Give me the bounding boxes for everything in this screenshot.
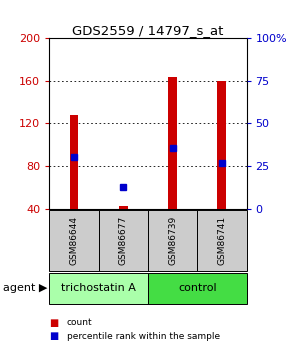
Text: GSM86677: GSM86677	[119, 216, 128, 265]
Title: GDS2559 / 14797_s_at: GDS2559 / 14797_s_at	[72, 24, 224, 37]
Text: ■: ■	[49, 332, 59, 341]
Text: GSM86739: GSM86739	[168, 216, 177, 265]
Bar	[70, 115, 78, 209]
Text: agent ▶: agent ▶	[3, 283, 47, 293]
Bar	[49, 273, 148, 304]
Text: trichostatin A: trichostatin A	[61, 283, 136, 293]
Bar	[148, 210, 197, 271]
Text: GSM86741: GSM86741	[217, 216, 226, 265]
Bar	[99, 210, 148, 271]
Text: GSM86644: GSM86644	[69, 216, 79, 265]
Text: percentile rank within the sample: percentile rank within the sample	[67, 332, 220, 341]
Bar	[119, 206, 128, 209]
Bar	[218, 81, 226, 209]
Bar	[197, 210, 246, 271]
Text: count: count	[67, 318, 92, 327]
Text: control: control	[178, 283, 217, 293]
Text: ■: ■	[49, 318, 59, 327]
Bar	[168, 77, 177, 209]
Bar	[49, 210, 99, 271]
Bar	[148, 273, 246, 304]
